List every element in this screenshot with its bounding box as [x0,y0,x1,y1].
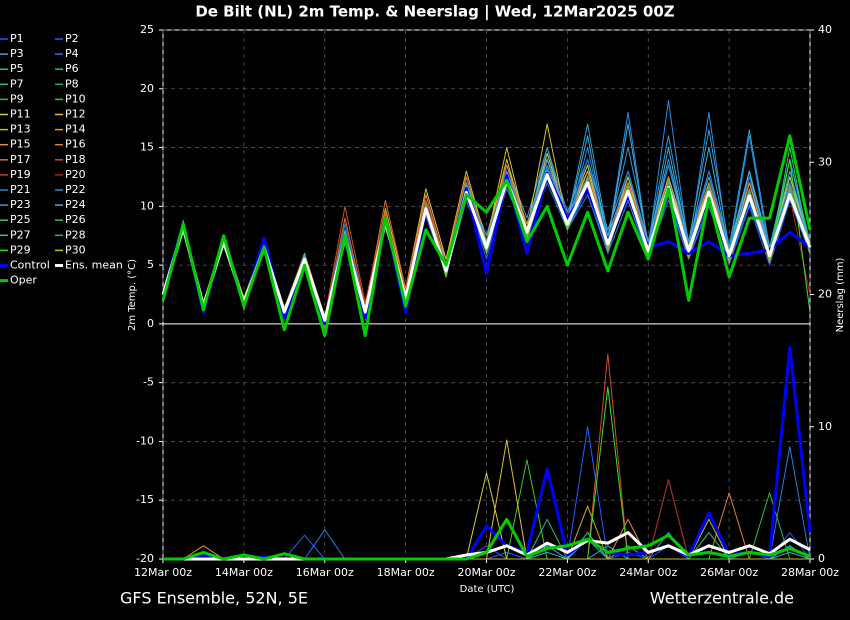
legend-label: P15 [10,138,31,151]
legend-label: Ens. mean [65,259,123,272]
precip-line [163,517,811,561]
legend-label: Oper [10,274,37,287]
y-tick-label: 5 [147,258,154,271]
legend-label: P24 [65,198,86,211]
y-tick-label: 15 [140,141,154,154]
legend-label: P19 [10,168,31,181]
legend-label: P29 [10,243,31,256]
legend-label: P28 [65,228,86,241]
x-tick-label: 18Mar 00z [377,566,435,579]
legend-label: P8 [65,77,79,90]
legend-label: P26 [65,213,86,226]
legend-label: P11 [10,108,31,121]
y2-tick-label: 30 [818,155,832,168]
y2-axis-label: Neerslag (mm) [835,257,846,332]
legend-label: P21 [10,183,31,196]
legend-label: P23 [10,198,31,211]
y-tick-label: -10 [136,434,154,447]
legend-label: P7 [10,77,24,90]
legend-label: P16 [65,138,86,151]
legend-label: P13 [10,123,31,136]
x-axis-label: Date (UTC) [460,584,515,595]
y-tick-label: 10 [140,199,154,212]
x-tick-label: 28Mar 00z [781,566,839,579]
y2-tick-label: 10 [818,420,832,433]
temp-line [161,134,812,338]
y-tick-label: -5 [143,376,154,389]
legend-label: P12 [65,108,86,121]
legend-label: P22 [65,183,86,196]
footer-left: GFS Ensemble, 52N, 5E [120,589,308,608]
legend-label: P5 [10,62,24,75]
y-tick-label: 20 [140,82,154,95]
x-tick-label: 26Mar 00z [700,566,758,579]
legend-label: P27 [10,228,31,241]
legend-label: P14 [65,123,86,136]
legend-label: P30 [65,243,86,256]
y-axis-label: 2m Temp. (°C) [127,259,138,331]
x-tick-label: 16Mar 00z [296,566,354,579]
x-tick-label: 20Mar 00z [457,566,515,579]
legend-label: P20 [65,168,86,181]
x-tick-label: 14Mar 00z [215,566,273,579]
y2-tick-label: 40 [818,23,832,36]
chart-title: De Bilt (NL) 2m Temp. & Neerslag | Wed, … [195,3,674,22]
y-tick-label: -20 [136,552,154,565]
legend-label: P18 [65,153,86,166]
legend-label: P25 [10,213,31,226]
y-tick-label: -15 [136,493,154,506]
x-tick-label: 24Mar 00z [619,566,677,579]
legend-label: P10 [65,92,86,105]
y2-tick-label: 0 [818,552,825,565]
legend-label: Control [10,259,50,272]
legend-label: P6 [65,62,79,75]
legend-label: P17 [10,153,31,166]
y-tick-label: 0 [147,317,154,330]
legend-label: P4 [65,47,79,60]
x-tick-label: 22Mar 00z [538,566,596,579]
x-tick-label: 12Mar 00z [134,566,192,579]
legend-label: P2 [65,32,79,45]
footer-right: Wetterzentrale.de [650,589,794,608]
legend-label: P9 [10,92,24,105]
legend-label: P3 [10,47,24,60]
legend-label: P1 [10,32,24,45]
y2-tick-label: 20 [818,288,832,301]
y-tick-label: 25 [140,23,154,36]
